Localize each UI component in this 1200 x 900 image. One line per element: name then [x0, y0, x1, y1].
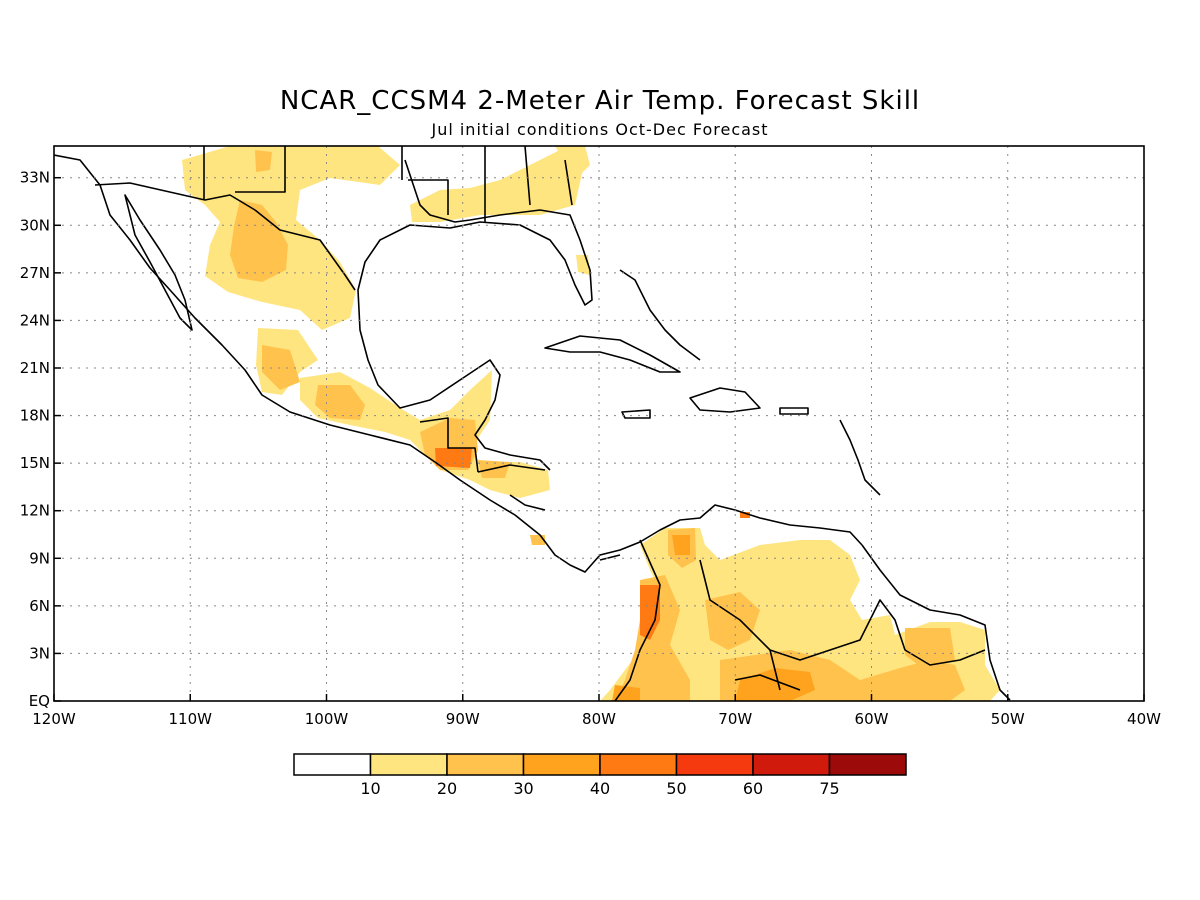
skill-region-ga	[555, 146, 590, 180]
skill-region-az	[255, 150, 272, 172]
lat-tick-label: 27N	[20, 264, 50, 282]
skill-region-guatemala-peak	[435, 448, 472, 468]
lon-tick-label: 100W	[305, 710, 349, 728]
coastline-puertorico	[779, 407, 809, 415]
map-subtitle: Jul initial conditions Oct-Dec Forecast	[431, 120, 769, 139]
skill-region-cmex-core	[262, 345, 300, 390]
lat-tick-label: 18N	[20, 407, 50, 425]
colorbar-label: 75	[819, 779, 839, 798]
coastlines	[54, 146, 1011, 701]
lon-tick-label: 60W	[855, 710, 889, 728]
colorbar-bin	[828, 753, 907, 776]
border-us-states	[203, 146, 573, 222]
colorbar-label: 40	[590, 779, 610, 798]
skill-region-guianas	[905, 628, 955, 670]
lon-tick-label: 110W	[169, 710, 213, 728]
colorbar-bin	[599, 753, 678, 776]
coastline-cuba	[544, 335, 681, 373]
coastline-hispaniola	[689, 387, 761, 413]
lon-tick-label: 80W	[582, 710, 616, 728]
colorbar-label: 20	[437, 779, 457, 798]
lon-tick-label: 70W	[718, 710, 752, 728]
colorbar-bin	[446, 753, 525, 776]
coastline-baja	[124, 194, 193, 331]
lat-tick-label: 6N	[29, 597, 50, 615]
coastline-bahamas	[619, 269, 701, 361]
lat-tick-label: 12N	[20, 502, 50, 520]
skill-region-nmex	[230, 200, 288, 282]
skill-shading	[182, 146, 1000, 701]
coastline-mexico-pacific	[54, 154, 863, 573]
lon-tick-label: 120W	[32, 710, 76, 728]
colorbar-bin	[675, 753, 754, 776]
lon-tick-label: 50W	[991, 710, 1025, 728]
skill-region-sw-us	[182, 146, 400, 330]
coastline-gulf	[357, 159, 593, 471]
skill-region-gulfcoast	[410, 150, 585, 222]
colorbar-label: 10	[360, 779, 380, 798]
lon-tick-label: 40W	[1127, 710, 1161, 728]
coastline-antilles	[839, 419, 881, 496]
lon-axis: 120W 110W 100W 90W 80W 70W 60W 50W 40W	[32, 694, 1161, 728]
lat-tick-label: 3N	[29, 644, 50, 662]
border-sa	[614, 539, 986, 701]
colorbar-bin	[369, 753, 448, 776]
lat-tick-label: 21N	[20, 359, 50, 377]
lat-tick-label: 15N	[20, 454, 50, 472]
border-us-mexico	[94, 182, 356, 291]
colorbar-label: 50	[666, 779, 686, 798]
skill-region-venezuela-core	[672, 535, 690, 555]
skill-region-sa-south	[612, 685, 640, 701]
lat-tick-label: 30N	[20, 216, 50, 234]
colorbar-bin	[522, 753, 601, 776]
lat-tick-label: 33N	[20, 169, 50, 187]
lat-tick-label: 24N	[20, 311, 50, 329]
lat-axis: 33N 30N 27N 24N 21N 18N 15N 12N 9N 6N 3N EQ	[20, 169, 61, 710]
colorbar-label: 60	[743, 779, 763, 798]
skill-region-colombia-peak	[640, 585, 660, 640]
skill-region-smex-core	[315, 385, 365, 420]
map-title: NCAR_CCSM4 2-Meter Air Temp. Forecast Sk…	[279, 86, 921, 116]
colorbar: 10 20 30 40 50 60 75	[293, 753, 907, 798]
colorbar-bin	[752, 753, 831, 776]
coastline-sa-north	[861, 544, 1011, 701]
lon-tick-label: 90W	[446, 710, 480, 728]
coastline-jamaica	[621, 409, 651, 419]
map-grid	[54, 146, 1144, 701]
lat-tick-label: 9N	[29, 549, 50, 567]
lat-tick-label: EQ	[29, 692, 50, 710]
colorbar-label: 30	[513, 779, 533, 798]
border-central-america	[419, 417, 621, 561]
colorbar-bin	[293, 753, 372, 776]
skill-region-sa	[600, 528, 1000, 701]
